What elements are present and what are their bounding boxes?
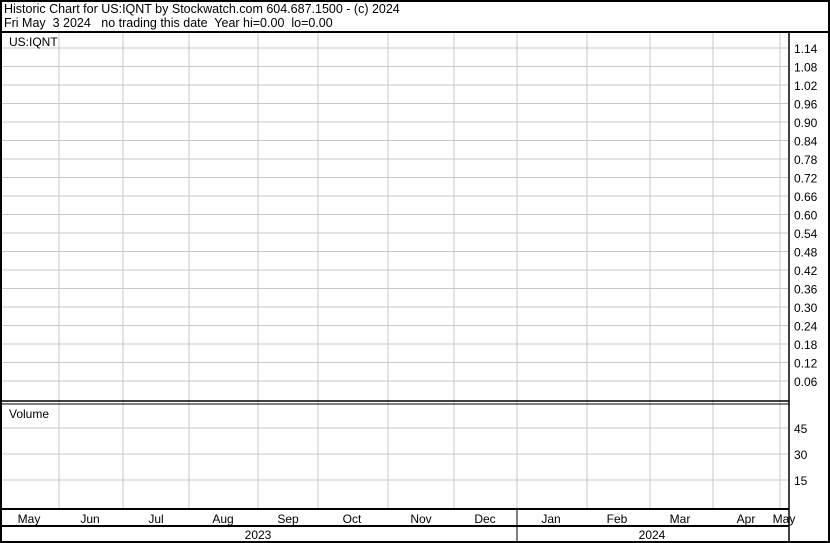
price-tick-label: 0.60 <box>794 209 818 223</box>
price-tick-label: 0.66 <box>794 190 818 204</box>
price-tick-label: 1.08 <box>794 61 818 75</box>
price-tick-label: 0.48 <box>794 246 818 260</box>
volume-tick-label: 30 <box>794 448 808 462</box>
month-label: Oct <box>343 512 362 526</box>
price-tick-label: 0.42 <box>794 264 818 278</box>
month-label: Jul <box>148 512 163 526</box>
price-tick-label: 0.84 <box>794 135 818 149</box>
price-tick-label: 0.30 <box>794 301 818 315</box>
month-label: Feb <box>607 512 628 526</box>
price-tick-label: 1.14 <box>794 42 818 56</box>
price-tick-label: 1.02 <box>794 79 818 93</box>
year-label: 2023 <box>245 528 272 542</box>
month-label: Sep <box>277 512 299 526</box>
month-label: Dec <box>474 512 495 526</box>
month-label: Apr <box>737 512 756 526</box>
year-label: 2024 <box>639 528 666 542</box>
volume-tick-label: 45 <box>794 422 808 436</box>
price-tick-label: 0.36 <box>794 283 818 297</box>
price-tick-label: 0.18 <box>794 338 818 352</box>
price-tick-label: 0.90 <box>794 116 818 130</box>
month-label: May <box>18 512 41 526</box>
month-label: Jun <box>80 512 99 526</box>
price-tick-label: 0.72 <box>794 172 818 186</box>
chart-header-status: Fri May 3 2024 no trading this date Year… <box>4 16 333 30</box>
price-tick-label: 0.96 <box>794 98 818 112</box>
price-tick-label: 0.12 <box>794 357 818 371</box>
price-panel-title: US:IQNT <box>9 35 58 49</box>
price-tick-label: 0.78 <box>794 153 818 167</box>
price-tick-label: 0.54 <box>794 227 818 241</box>
volume-panel-title: Volume <box>9 407 49 421</box>
month-label: Mar <box>670 512 691 526</box>
chart-header-title: Historic Chart for US:IQNT by Stockwatch… <box>4 2 400 16</box>
month-label: May <box>773 512 796 526</box>
volume-tick-label: 15 <box>794 474 808 488</box>
price-tick-label: 0.24 <box>794 320 818 334</box>
month-label: Aug <box>212 512 233 526</box>
price-tick-label: 0.06 <box>794 375 818 389</box>
month-label: Nov <box>410 512 431 526</box>
month-label: Jan <box>541 512 560 526</box>
